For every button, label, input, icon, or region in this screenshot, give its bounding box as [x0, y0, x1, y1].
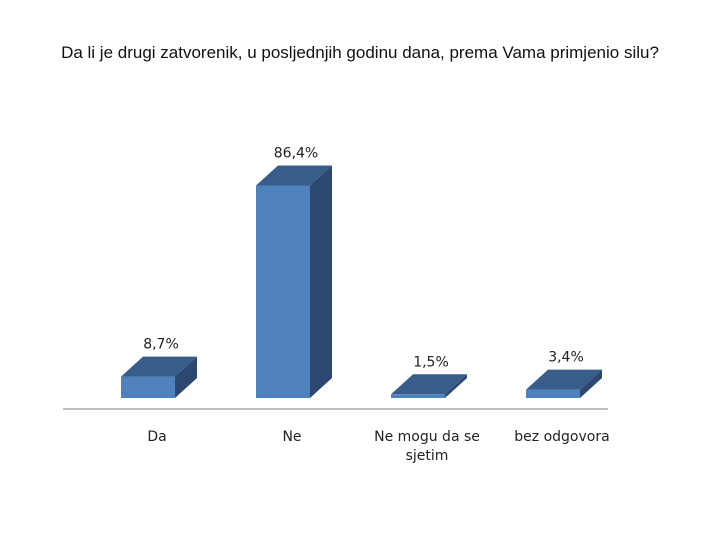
bars-layer — [121, 165, 602, 398]
bar-front — [121, 376, 175, 398]
bar-side — [310, 165, 332, 398]
bar-front — [526, 389, 580, 398]
bar-front — [391, 394, 445, 398]
x-tick-label: Ne — [282, 429, 301, 445]
data-label: 1,5% — [413, 354, 449, 370]
bar-top — [121, 356, 197, 377]
x-tick-label: bez odgovora — [514, 429, 609, 445]
chart-title: Da li je drugi zatvorenik, u posljednjih… — [61, 43, 659, 62]
x-tick-label: Da — [147, 429, 166, 445]
bar-side — [175, 356, 197, 398]
bar-2 — [256, 165, 332, 398]
bar-top — [256, 165, 332, 186]
bar-top — [391, 374, 467, 395]
bar-front — [256, 185, 310, 398]
bar-side — [445, 374, 467, 398]
labels-layer: 8,7% Da 86,4% Ne 1,5% Ne mogu da se sjetim 3,4%… — [143, 145, 609, 464]
data-label: 8,7% — [143, 337, 179, 353]
data-label: 86,4% — [274, 145, 318, 161]
bar-top — [526, 369, 602, 390]
bar-side — [580, 369, 602, 398]
bar-4 — [526, 369, 602, 398]
data-label: 3,4% — [548, 350, 584, 366]
bar-3 — [391, 374, 467, 398]
bar-1 — [121, 356, 197, 398]
x-tick-label: Ne mogu da se sjetim — [374, 429, 480, 464]
